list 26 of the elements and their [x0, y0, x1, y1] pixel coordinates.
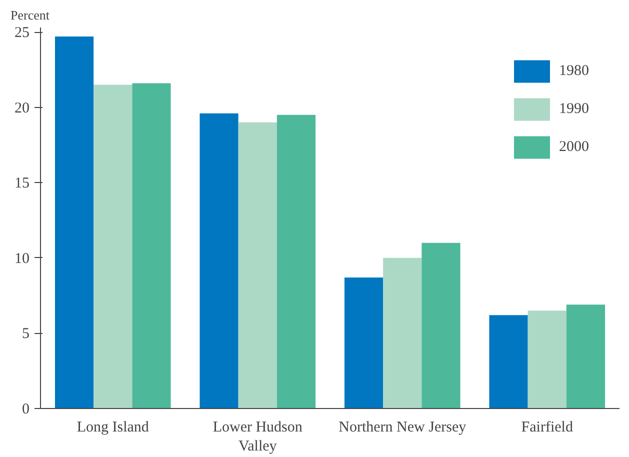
y-tick-label: 0: [22, 402, 30, 418]
y-tick-label: 5: [22, 326, 30, 342]
bar: [422, 242, 460, 408]
bar: [489, 315, 528, 408]
legend-label: 2000: [559, 138, 589, 156]
x-tick-label: Fairfield: [521, 420, 574, 436]
bar: [94, 84, 132, 408]
x-tick-label: Northern New Jersey: [338, 420, 467, 436]
bar: [238, 122, 277, 408]
x-tick-label: Long Island: [76, 420, 150, 436]
bar: [200, 113, 238, 408]
bar: [276, 114, 316, 408]
bar: [132, 83, 171, 408]
x-tick-label: Lower Hudson Valley: [212, 420, 303, 455]
y-tick-label: 10: [14, 250, 30, 267]
bar: [566, 304, 606, 408]
bar: [528, 310, 566, 408]
y-tick-label: 15: [14, 176, 30, 192]
y-tick-label: 20: [14, 100, 30, 116]
legend-label: 1980: [559, 62, 589, 80]
y-axis-title: Percent: [10, 8, 50, 22]
bar: [383, 258, 422, 408]
legend-label: 1990: [559, 100, 589, 118]
y-tick-label: 25: [14, 25, 30, 42]
bar: [344, 277, 384, 408]
bar: [54, 36, 94, 408]
